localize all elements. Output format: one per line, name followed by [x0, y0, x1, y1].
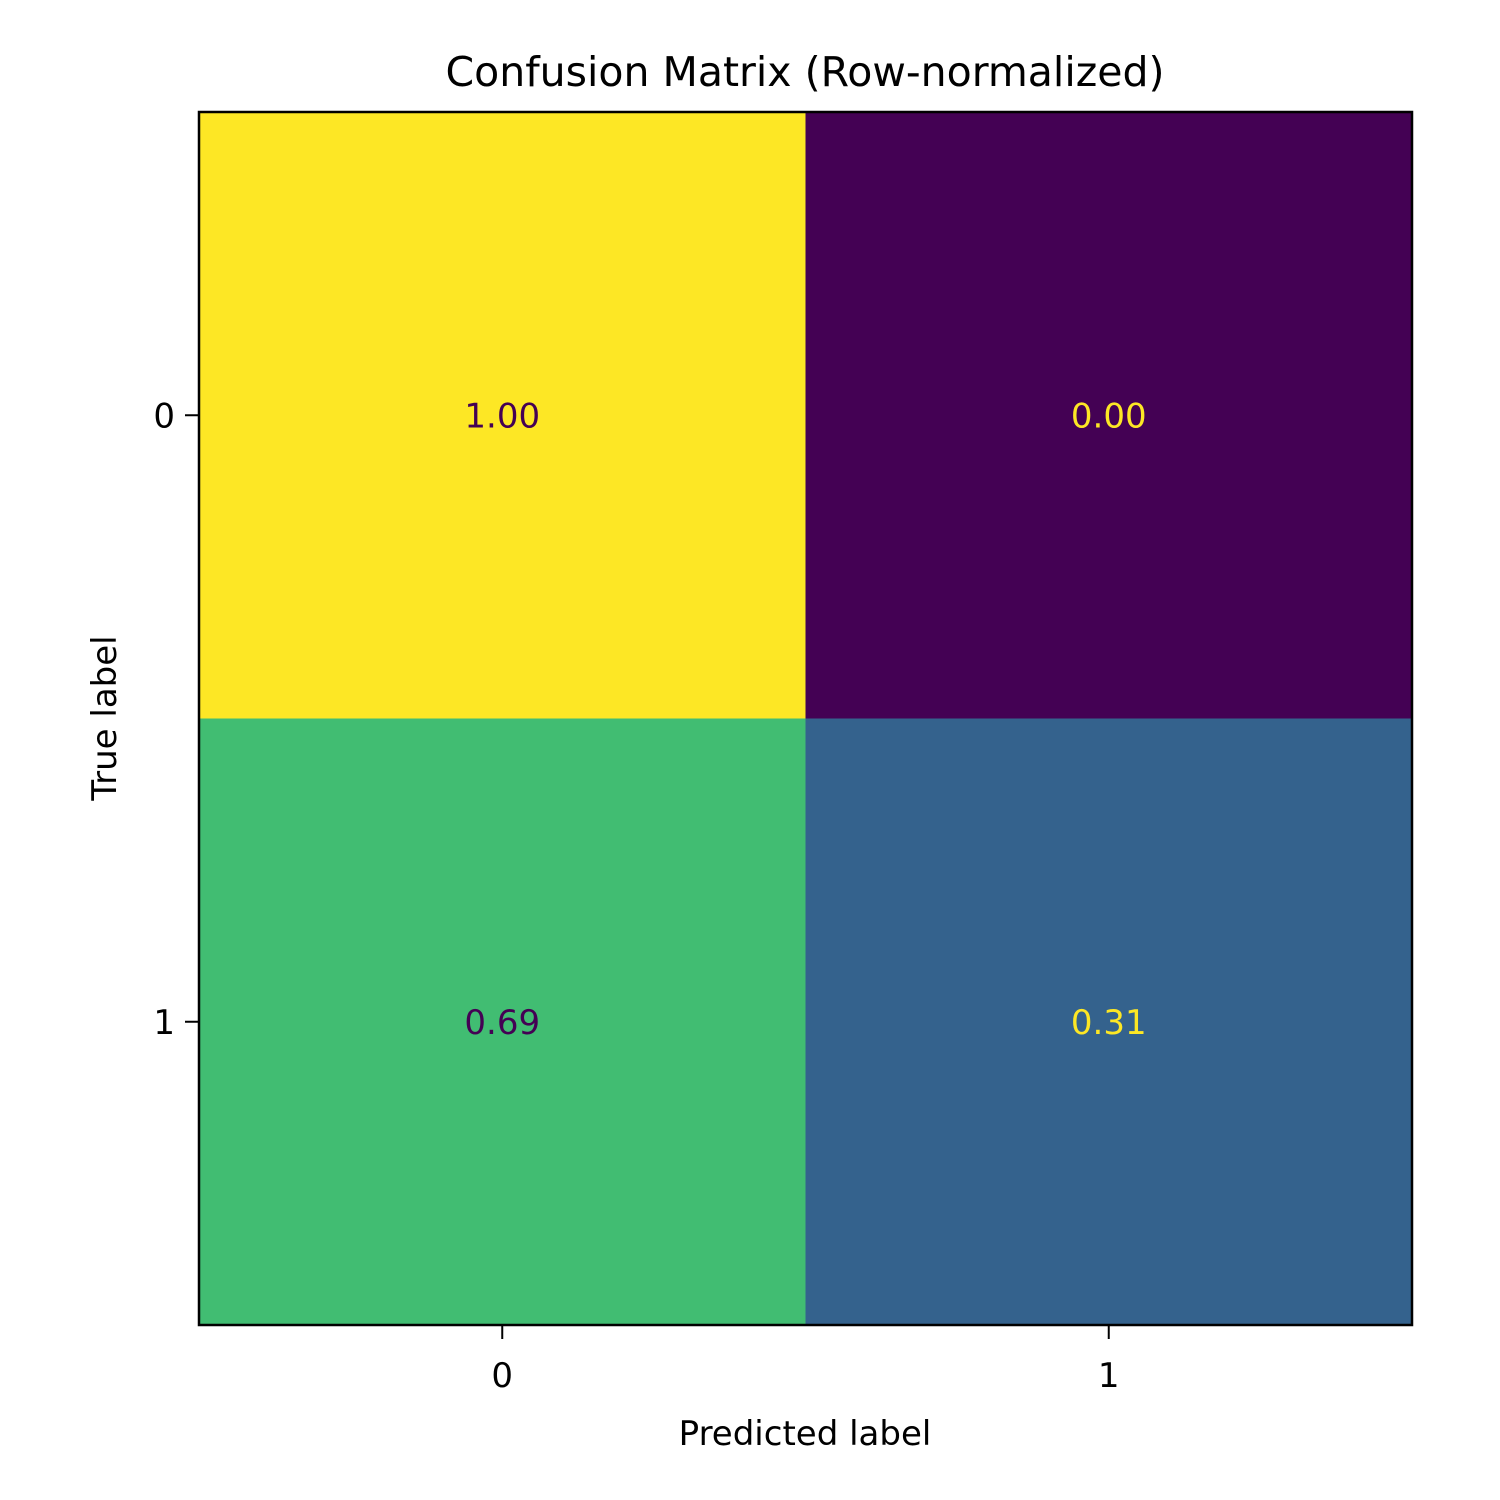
x-tick-label-1: 1	[1098, 1356, 1120, 1396]
heatmap-cells	[199, 112, 1413, 1326]
heatmap-cell-1-1	[805, 718, 1413, 1326]
heatmap-cell-labels: 1.00 0.00 0.69 0.31	[464, 396, 1146, 1043]
chart-title: Confusion Matrix (Row-normalized)	[446, 48, 1165, 96]
cell-value-label-1-1: 0.31	[1071, 1003, 1147, 1043]
y-axis-ticks: 01	[153, 396, 199, 1043]
heatmap-cell-0-0	[199, 112, 806, 719]
cell-value-label-0-0: 1.00	[464, 396, 540, 436]
plot-frame	[197, 110, 1414, 1327]
cell-value-label-0-1: 0.00	[1071, 396, 1147, 436]
y-tick-label-1: 1	[153, 1003, 175, 1043]
y-axis-label: True label	[85, 635, 125, 801]
x-tick-label-0: 0	[491, 1356, 513, 1396]
heatmap-cell-0-1	[805, 112, 1413, 719]
heatmap-cell-1-0	[199, 718, 806, 1326]
cell-value-label-1-0: 0.69	[464, 1003, 540, 1043]
x-axis-label: Predicted label	[679, 1414, 932, 1454]
y-tick-label-0: 0	[153, 396, 175, 436]
